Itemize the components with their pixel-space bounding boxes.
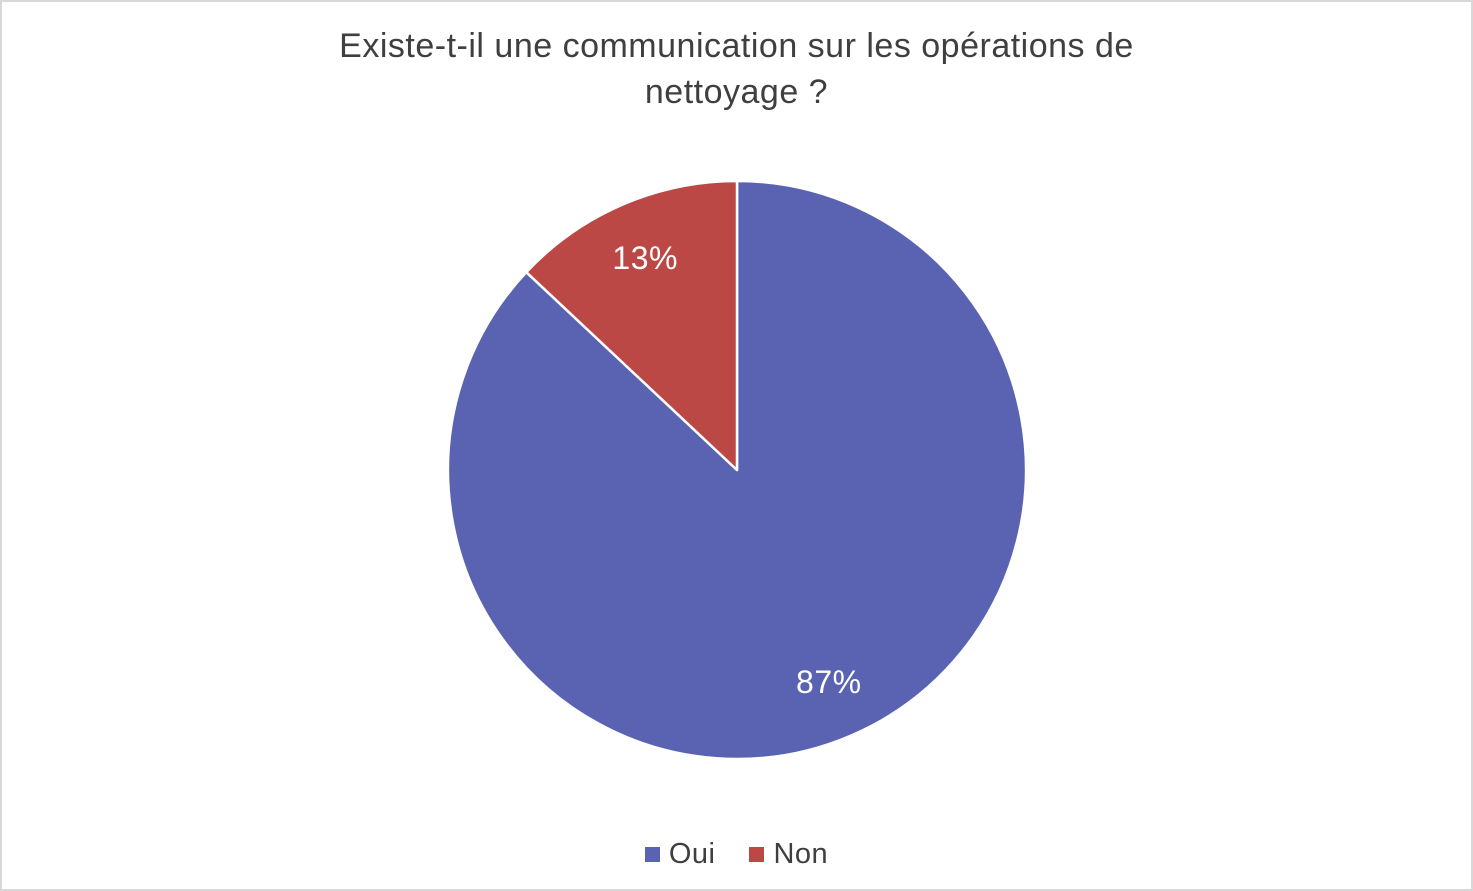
pie-slice-non	[524, 179, 738, 472]
pie-data-label-non: 13%	[612, 240, 678, 276]
chart-area: 87% 13%	[2, 170, 1471, 770]
legend-swatch-oui	[644, 847, 660, 862]
legend-swatch-non	[749, 847, 765, 862]
legend-label-non: Non	[773, 838, 829, 870]
legend-item-oui: Oui	[644, 838, 716, 871]
pie-data-label-oui: 87%	[796, 664, 862, 700]
chart-title-line-1: Existe-t-il une communication sur les op…	[339, 27, 1134, 65]
legend-label-oui: Oui	[668, 838, 716, 870]
chart-title: Existe-t-il une communication sur les op…	[237, 24, 1237, 116]
chart-title-line-2: nettoyage ?	[644, 72, 829, 111]
legend-item-non: Non	[749, 838, 828, 871]
chart-legend: Oui Non	[2, 838, 1471, 871]
pie-chart: 87% 13%	[446, 179, 1027, 761]
